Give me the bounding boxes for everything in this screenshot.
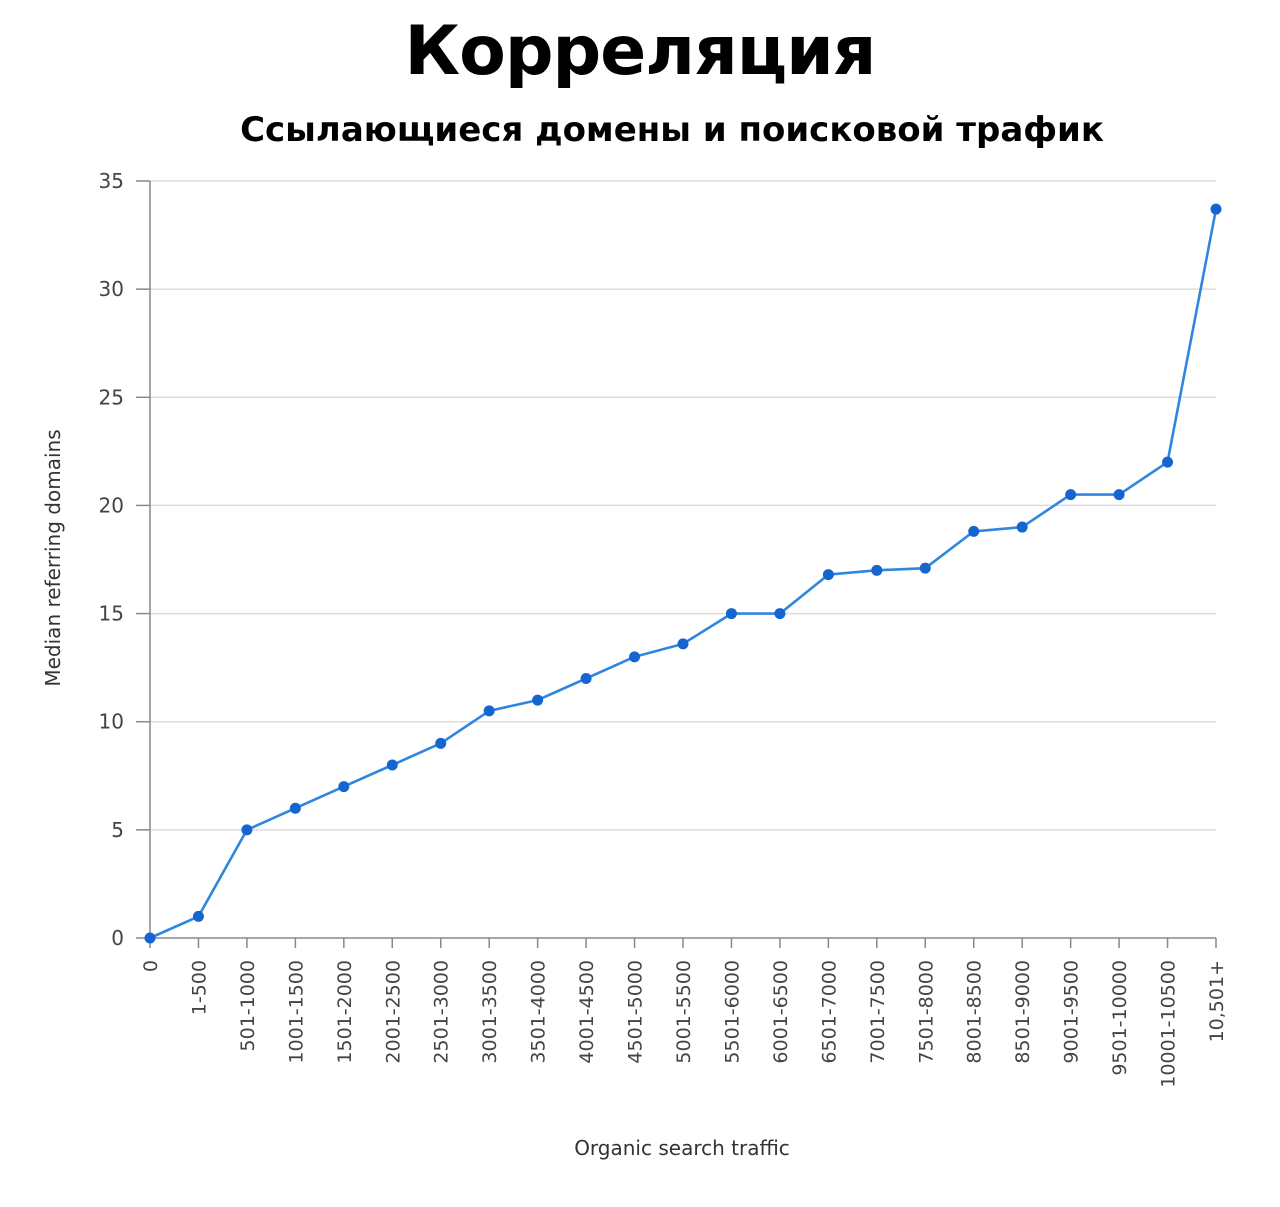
data-point	[629, 651, 641, 663]
x-tick-label: 8001-8500	[964, 960, 986, 1064]
data-point	[532, 694, 544, 706]
y-tick-label: 15	[99, 602, 124, 626]
x-tick-label: 2001-2500	[382, 960, 404, 1064]
y-tick-label: 35	[99, 169, 124, 193]
y-tick-label: 0	[111, 926, 124, 950]
x-tick-label: 7001-7500	[867, 960, 889, 1064]
x-tick-label: 9001-9500	[1061, 960, 1083, 1064]
data-point	[1210, 203, 1222, 215]
chart-subtitle: Ссылающиеся домены и поисковой трафик	[240, 110, 1104, 150]
x-tick-label: 4501-5000	[625, 960, 647, 1064]
data-point	[725, 608, 737, 620]
data-point	[1113, 489, 1125, 501]
data-point	[192, 910, 204, 922]
x-tick-label: 10,501+	[1206, 960, 1228, 1042]
x-tick-label: 0	[140, 960, 162, 972]
chart-title: Корреляция	[404, 12, 877, 91]
data-point	[822, 569, 834, 581]
data-points	[144, 203, 1222, 944]
data-point	[289, 802, 301, 814]
data-point	[919, 562, 931, 574]
x-tick-label: 7501-8000	[915, 960, 937, 1064]
data-point	[871, 564, 883, 576]
x-tick-label: 5501-6000	[721, 960, 743, 1064]
x-tick-label: 1501-2000	[334, 960, 356, 1064]
y-tick-label: 5	[111, 818, 124, 842]
data-point	[774, 608, 786, 620]
x-axis-ticks: 0 1-500 501-1000 1001-1500 1501-2000 2001-250…	[140, 938, 1228, 1088]
x-axis-label: Organic search traffic	[574, 1136, 790, 1160]
data-point	[1162, 456, 1174, 468]
x-tick-label: 8501-9000	[1012, 960, 1034, 1064]
data-point	[1065, 489, 1077, 501]
x-tick-label: 10001-10500	[1158, 960, 1180, 1088]
data-point	[1016, 521, 1028, 533]
data-point	[338, 781, 350, 793]
x-tick-label: 3501-4000	[528, 960, 550, 1064]
x-tick-label: 1001-1500	[285, 960, 307, 1064]
data-point	[677, 638, 689, 650]
x-tick-label: 5001-5500	[673, 960, 695, 1064]
gridlines	[150, 180, 1216, 831]
x-tick-label: 6001-6500	[770, 960, 792, 1064]
data-point	[144, 932, 156, 944]
x-tick-label: 2501-3000	[431, 960, 453, 1064]
x-tick-label: 1-500	[188, 960, 210, 1015]
x-tick-label: 9501-10000	[1109, 960, 1131, 1076]
y-tick-label: 25	[99, 385, 124, 409]
y-tick-label: 30	[99, 277, 124, 301]
y-tick-label: 20	[99, 493, 124, 517]
y-axis-label: Median referring domains	[41, 429, 65, 686]
x-tick-label: 6501-7000	[818, 960, 840, 1064]
x-tick-label: 4001-4500	[576, 960, 598, 1064]
x-tick-label: 3001-3500	[479, 960, 501, 1064]
data-point	[580, 672, 592, 684]
data-point	[483, 705, 495, 717]
y-axis-ticks: 0 5 10 15 20 25 30 35	[99, 169, 150, 950]
x-tick-label: 501-1000	[237, 960, 259, 1051]
y-tick-label: 10	[99, 710, 124, 734]
data-point	[435, 737, 447, 749]
data-point	[386, 759, 398, 771]
data-point	[968, 525, 980, 537]
data-point	[241, 824, 253, 836]
series-line	[149, 208, 1218, 940]
